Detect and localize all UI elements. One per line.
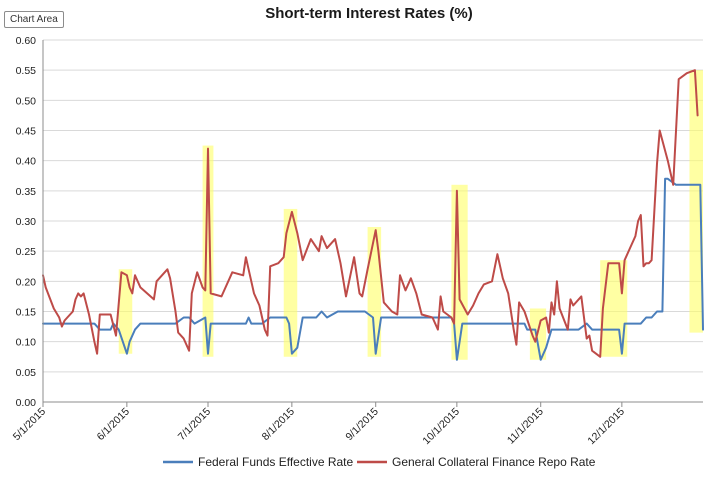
y-tick-label: 0.25: [16, 246, 37, 258]
y-tick-label: 0.15: [16, 307, 37, 319]
highlight-band: [689, 70, 703, 333]
chart-area-label[interactable]: Chart Area: [4, 11, 64, 28]
y-tick-label: 0.40: [16, 156, 37, 168]
y-tick-label: 0.20: [16, 276, 37, 288]
x-tick-label: 9/1/2015: [343, 406, 380, 443]
x-tick-label: 11/1/2015: [505, 406, 546, 447]
y-tick-label: 0.55: [16, 65, 37, 77]
x-tick-label: 6/1/2015: [95, 406, 132, 443]
y-tick-label: 0.30: [16, 216, 37, 228]
x-tick-label: 7/1/2015: [176, 406, 213, 443]
highlight-band: [118, 269, 133, 354]
legend: Federal Funds Effective Rate General Coll…: [163, 455, 596, 469]
gridlines: [43, 39, 703, 403]
highlight-band: [367, 227, 382, 357]
y-tick-label: 0.10: [16, 337, 37, 349]
y-tick-label: 0.05: [16, 367, 37, 379]
axes: [42, 40, 703, 407]
x-tick-label: 5/1/2015: [11, 406, 48, 443]
x-tick-label: 8/1/2015: [260, 406, 297, 443]
x-tick-labels: 5/1/2015 6/1/2015 7/1/2015 8/1/2015 9/1/2015…: [11, 406, 627, 448]
highlight-band: [202, 145, 214, 357]
y-tick-label: 0.35: [16, 186, 37, 198]
legend-label-1: General Collateral Finance Repo Rate: [392, 455, 596, 469]
y-tick-labels: 0.00 0.05 0.10 0.15 0.20 0.25 0.30 0.35 0.40 0.45…: [16, 35, 37, 409]
x-tick-label: 10/1/2015: [420, 406, 462, 448]
y-tick-label: 0.60: [16, 35, 37, 47]
x-tick-label: 12/1/2015: [585, 406, 627, 448]
series-line-0: [42, 177, 704, 361]
series-lines: [42, 69, 704, 361]
y-tick-label: 0.45: [16, 126, 37, 138]
chart-title: Short-term Interest Rates (%): [265, 5, 473, 22]
legend-label-0: Federal Funds Effective Rate: [198, 455, 354, 469]
y-tick-label: 0.00: [16, 397, 37, 409]
series-line-1: [42, 69, 699, 358]
y-tick-label: 0.50: [16, 95, 37, 107]
